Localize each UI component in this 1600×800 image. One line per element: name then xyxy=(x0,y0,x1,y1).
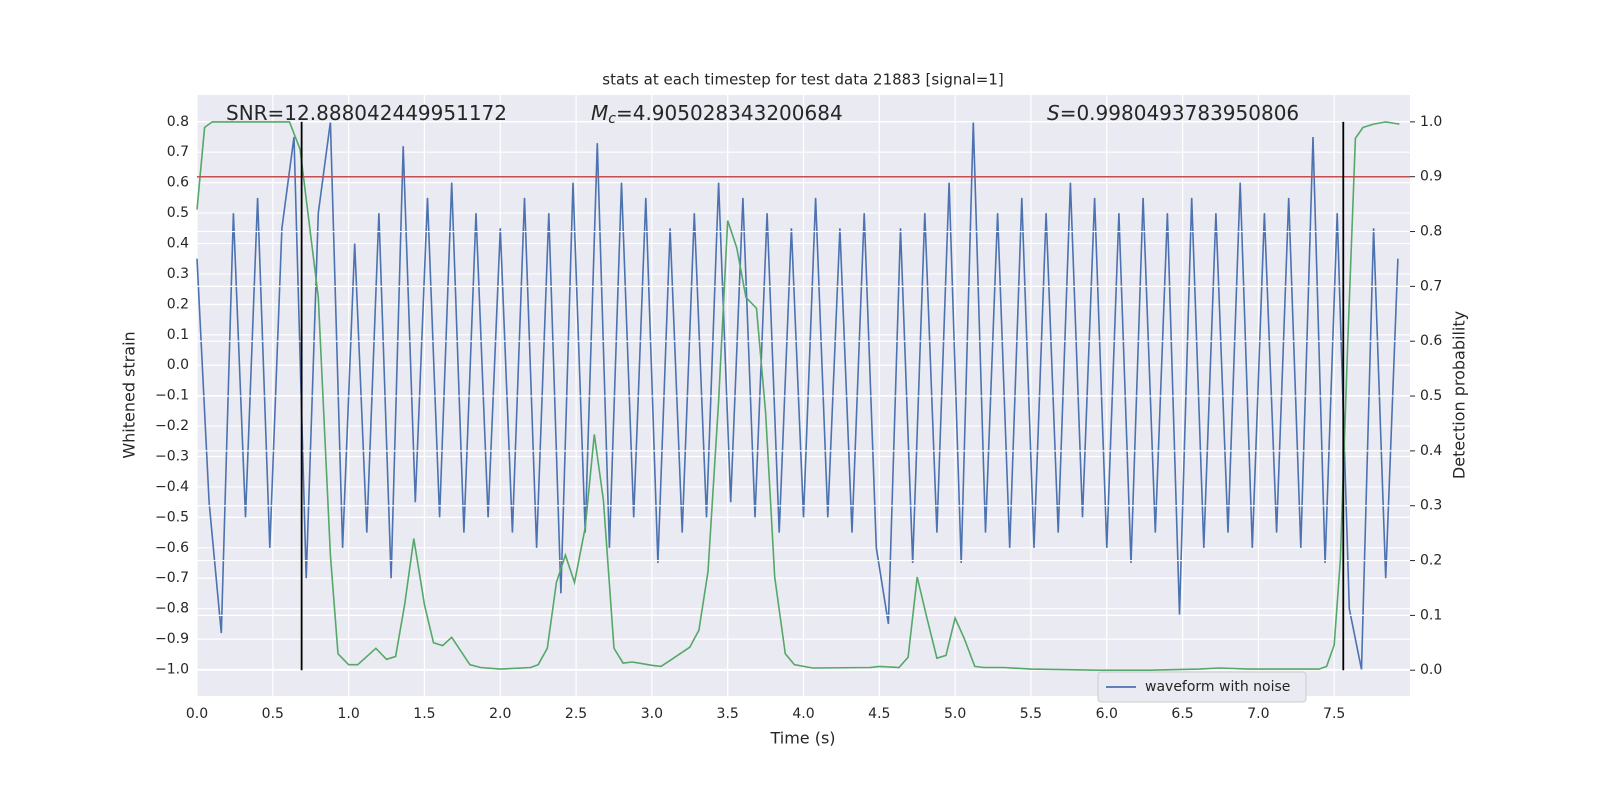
annotation: Mc=4.905028343200684 xyxy=(591,101,843,128)
y-tick-label: 0.3 xyxy=(167,266,189,282)
x-tick-label: 5.0 xyxy=(944,706,966,722)
x-tick-label: 2.5 xyxy=(565,706,587,722)
x-tick-label: 6.0 xyxy=(1096,706,1118,722)
y2-tick-label: 0.3 xyxy=(1420,498,1442,514)
y2-tick-label: 0.2 xyxy=(1420,553,1442,569)
y-tick-label: 0.8 xyxy=(167,114,189,130)
y-tick-label: −1.0 xyxy=(155,662,189,678)
annotation-symbol: S xyxy=(1047,101,1060,125)
x-tick-label: 1.0 xyxy=(337,706,359,722)
legend-label: waveform with noise xyxy=(1145,679,1290,695)
y2-tick-label: 0.9 xyxy=(1420,169,1442,185)
x-tick-label: 7.0 xyxy=(1247,706,1269,722)
x-tick-label: 5.5 xyxy=(1020,706,1042,722)
y2-tick-label: 0.7 xyxy=(1420,278,1442,294)
y2-tick-label: 0.8 xyxy=(1420,224,1442,240)
y-tick-label: −0.9 xyxy=(155,631,189,647)
y-tick-label: −0.7 xyxy=(155,570,189,586)
x-tick-label: 2.0 xyxy=(489,706,511,722)
y2-tick-label: 0.4 xyxy=(1420,443,1442,459)
y-tick-label: −0.5 xyxy=(155,509,189,525)
annotation-subscript: c xyxy=(608,111,616,127)
annotation-text: SNR=12.888042449951172 xyxy=(226,101,507,125)
x-tick-label: 7.5 xyxy=(1323,706,1345,722)
x-tick-label: 3.5 xyxy=(717,706,739,722)
y-tick-label: 0.7 xyxy=(167,144,189,160)
y-tick-label: −0.4 xyxy=(155,479,189,495)
x-axis-label: Time (s) xyxy=(769,729,835,748)
annotation: S=0.9980493783950806 xyxy=(1047,101,1299,125)
x-tick-label: 6.5 xyxy=(1171,706,1193,722)
y-tick-label: 0.0 xyxy=(167,357,189,373)
y2-tick-label: 1.0 xyxy=(1420,114,1442,130)
x-tick-label: 4.5 xyxy=(868,706,890,722)
y-tick-label: −0.2 xyxy=(155,418,189,434)
annotation: SNR=12.888042449951172 xyxy=(226,101,507,125)
y-tick-label: −0.1 xyxy=(155,388,189,404)
y2-tick-label: 0.5 xyxy=(1420,388,1442,404)
y-tick-label: 0.2 xyxy=(167,296,189,312)
x-tick-label: 0.5 xyxy=(262,706,284,722)
y2-tick-label: 0.0 xyxy=(1420,662,1442,678)
x-tick-label: 3.0 xyxy=(641,706,663,722)
y-tick-label: 0.4 xyxy=(167,236,189,252)
annotation-text: =0.9980493783950806 xyxy=(1060,101,1299,125)
annotation-symbol: M xyxy=(591,101,608,125)
legend-box xyxy=(1097,671,1307,703)
y-tick-label: 0.1 xyxy=(167,327,189,343)
x-tick-label: 0.0 xyxy=(186,706,208,722)
annotation-text: =4.905028343200684 xyxy=(616,101,843,125)
x-tick-label: 1.5 xyxy=(413,706,435,722)
series-line xyxy=(196,121,1399,670)
y-tick-label: 0.5 xyxy=(167,205,189,221)
y2-tick-label: 0.1 xyxy=(1420,607,1442,623)
y-tick-label: −0.6 xyxy=(155,540,189,556)
y-tick-label: −0.8 xyxy=(155,601,189,617)
y-tick-label: −0.3 xyxy=(155,449,189,465)
chart-title: stats at each timestep for test data 218… xyxy=(602,71,1003,89)
x-tick-label: 4.0 xyxy=(792,706,814,722)
y-axis-label: Whitened strain xyxy=(120,331,139,458)
y2-tick-label: 0.6 xyxy=(1420,333,1442,349)
series-line xyxy=(196,121,1400,671)
y2-axis-label: Detection probability xyxy=(1450,311,1469,479)
y-tick-label: 0.6 xyxy=(167,175,189,191)
